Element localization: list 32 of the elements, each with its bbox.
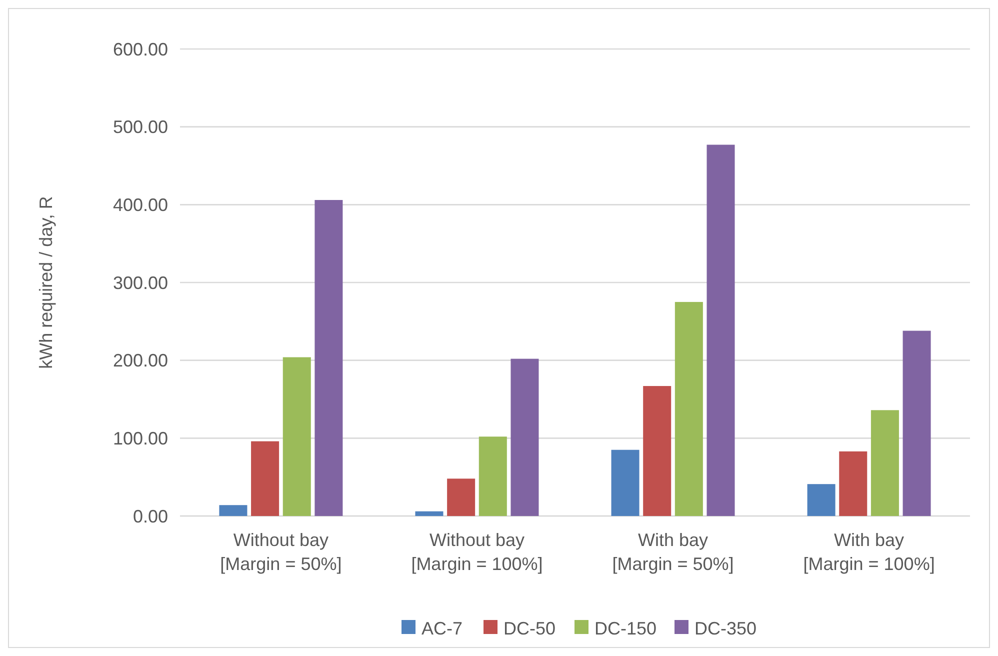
x-tick-label: Without bay [Margin = 50%] bbox=[220, 530, 342, 574]
bar bbox=[251, 441, 280, 516]
bar bbox=[839, 451, 868, 516]
y-tick-label: 400.00 bbox=[112, 194, 168, 215]
bar bbox=[219, 505, 248, 516]
bar bbox=[807, 484, 836, 516]
bar bbox=[478, 436, 507, 516]
bar bbox=[611, 450, 640, 516]
bar bbox=[902, 330, 931, 516]
bar bbox=[415, 511, 444, 516]
x-tick-label: Without bay [Margin = 100%] bbox=[411, 530, 543, 574]
y-axis-title: kWh required / day, R bbox=[36, 196, 56, 369]
y-tick-label: 500.00 bbox=[112, 117, 168, 138]
y-tick-label: 200.00 bbox=[112, 350, 168, 371]
bar bbox=[447, 478, 476, 516]
legend-label: DC-50 bbox=[504, 618, 556, 638]
bar bbox=[870, 410, 899, 516]
bar bbox=[706, 144, 735, 516]
legend-label: DC-150 bbox=[594, 618, 657, 638]
legend-label: DC-350 bbox=[694, 618, 757, 638]
y-tick-label: 0.00 bbox=[132, 506, 168, 526]
legend-label: AC-7 bbox=[422, 618, 463, 638]
bar bbox=[643, 386, 672, 516]
x-tick-label: With bay [Margin = 100%] bbox=[803, 530, 935, 574]
bar bbox=[510, 358, 539, 516]
bar bbox=[674, 302, 703, 516]
y-tick-label: 300.00 bbox=[112, 272, 168, 293]
y-tick-label: 600.00 bbox=[112, 39, 168, 60]
bar bbox=[282, 357, 311, 516]
y-tick-label: 100.00 bbox=[112, 428, 168, 448]
bar bbox=[314, 200, 343, 516]
x-tick-label: With bay [Margin = 50%] bbox=[612, 530, 734, 574]
